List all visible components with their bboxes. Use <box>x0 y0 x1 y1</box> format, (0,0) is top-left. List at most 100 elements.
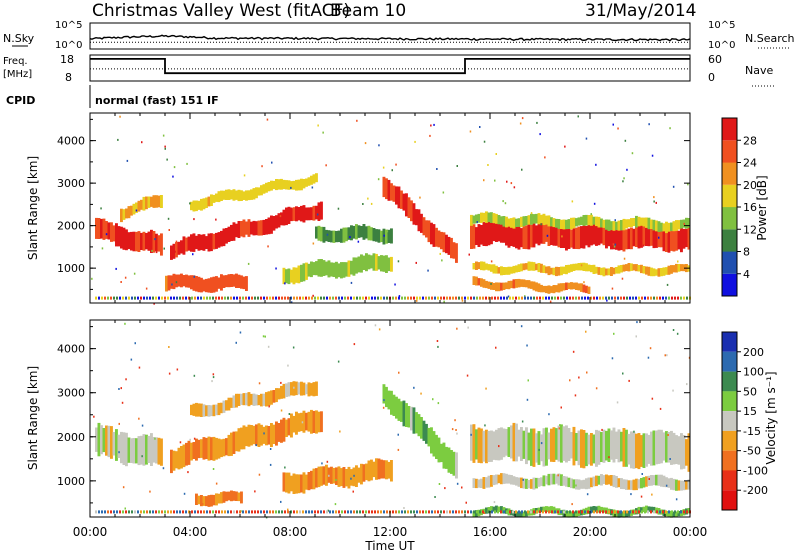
ground-scatter-cell <box>398 296 400 300</box>
echo-cell <box>532 281 536 291</box>
echo-cell <box>557 473 561 486</box>
echo-cell <box>555 508 558 514</box>
echo-cell <box>385 255 388 273</box>
echo-cell <box>630 480 633 490</box>
ground-scatter-cell <box>500 296 502 300</box>
ground-scatter-cell <box>473 296 475 300</box>
speckle-point <box>456 482 459 485</box>
echo-cell <box>302 179 306 189</box>
ground-scatter-cell <box>461 296 463 300</box>
echo-cell <box>497 428 501 461</box>
echo-cell <box>547 266 551 276</box>
echo-cell <box>235 393 238 408</box>
ground-scatter-cell <box>269 510 271 514</box>
nave-label: Nave <box>745 64 773 77</box>
echo-cell <box>560 283 563 292</box>
echo-cell <box>257 423 261 447</box>
speckle-point <box>548 413 550 416</box>
echo-cell <box>260 185 263 196</box>
echo-cell <box>577 226 581 250</box>
echo-cell <box>235 223 238 238</box>
ground-scatter-cell <box>203 296 205 300</box>
echo-cell <box>655 220 658 232</box>
ground-scatter-cell <box>113 510 115 514</box>
echo-cell <box>547 432 551 460</box>
echo-cell <box>347 260 351 277</box>
echo-cell <box>650 506 653 512</box>
plot-title: Christmas Valley West (fitACF) <box>92 1 350 21</box>
echo-cell <box>675 230 678 251</box>
echo-cell <box>542 285 546 293</box>
echo-cell <box>160 438 163 466</box>
speckle-point <box>398 295 401 298</box>
echo-cell <box>337 230 341 243</box>
speckle-point <box>675 498 678 501</box>
echo-cell <box>560 266 563 276</box>
ground-scatter-cell <box>536 296 538 300</box>
echo-cell <box>650 431 653 466</box>
echo-cell <box>367 254 371 270</box>
echo-cell <box>272 180 276 190</box>
echo-cell <box>502 224 506 243</box>
echo-cell <box>240 427 243 450</box>
colorbar-tick-label: -200 <box>743 484 768 497</box>
echo-cell <box>302 382 306 396</box>
echo-cell <box>120 208 123 223</box>
echo-region-10 <box>470 211 691 234</box>
echo-cell <box>387 390 391 410</box>
echo-cell <box>567 227 571 249</box>
freq-label: Freq. <box>3 56 28 67</box>
freq-unit-label: [MHz] <box>3 69 32 80</box>
echo-cell <box>480 261 483 271</box>
echo-cell <box>502 282 506 290</box>
speckle-point <box>651 154 654 157</box>
speckle-point <box>118 422 120 425</box>
echo-cell <box>340 468 343 487</box>
echo-cell <box>680 226 683 253</box>
ground-scatter-cell <box>239 510 241 514</box>
echo-cell <box>587 286 591 294</box>
ground-scatter-cell <box>362 296 364 300</box>
echo-cell <box>317 259 321 277</box>
ground-scatter-cell <box>425 510 427 514</box>
speckle-point <box>456 432 458 435</box>
echo-cell <box>672 478 676 491</box>
speckle-point <box>267 345 270 348</box>
echo-cell <box>527 280 531 289</box>
speckle-point <box>258 473 261 476</box>
echo-cell <box>580 216 583 226</box>
echo-cell <box>285 207 288 226</box>
ground-scatter-cell <box>680 296 682 300</box>
echo-cell <box>447 236 451 255</box>
speckle-point <box>174 250 176 253</box>
echo-cell <box>540 284 543 293</box>
echo-cell <box>542 222 546 244</box>
speckle-point <box>614 219 616 222</box>
echo-cell <box>160 233 163 256</box>
ground-scatter-cell <box>200 510 202 514</box>
speckle-point <box>125 378 127 381</box>
echo-cell <box>210 277 213 293</box>
ground-scatter-cell <box>149 296 151 300</box>
ground-scatter-cell <box>311 296 313 300</box>
echo-cell <box>512 476 516 485</box>
ground-scatter-cell <box>359 296 361 300</box>
echo-cell <box>155 437 158 464</box>
echo-cell <box>622 218 626 231</box>
echo-cell <box>500 216 503 225</box>
echo-cell <box>437 230 441 248</box>
echo-cell <box>597 430 601 465</box>
echo-cell <box>572 217 576 229</box>
speckle-point <box>611 357 614 360</box>
ground-scatter-cell <box>146 510 148 514</box>
echo-cell <box>662 223 666 232</box>
speckle-point <box>350 477 352 480</box>
echo-cell <box>330 230 333 243</box>
echo-cell <box>377 256 381 270</box>
ground-scatter-cell <box>236 510 238 514</box>
echo-cell <box>572 511 576 518</box>
echo-cell <box>315 261 318 276</box>
ground-scatter-cell <box>368 510 370 514</box>
y-tick-label: 1000 <box>57 262 85 275</box>
echo-cell <box>642 506 646 513</box>
